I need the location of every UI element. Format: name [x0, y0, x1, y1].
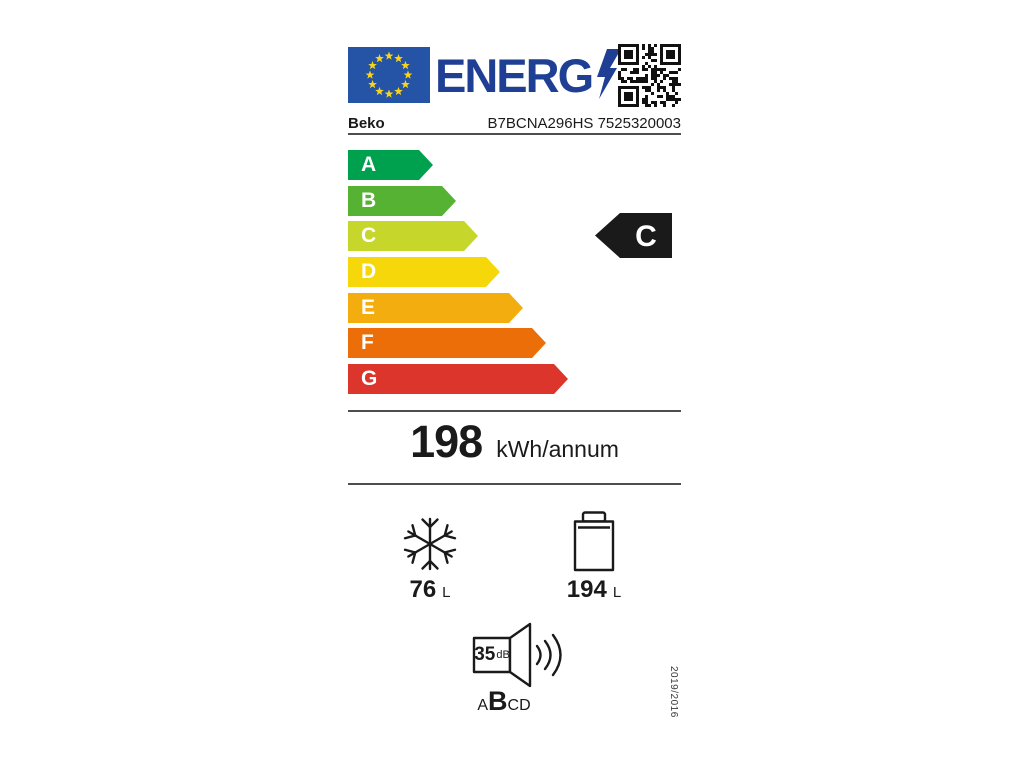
lightning-bolt-icon [597, 49, 622, 99]
energy-class-letter-E: E [361, 296, 376, 319]
freezer-volume: 76 L [409, 576, 450, 604]
eu-flag [348, 47, 430, 103]
energy-class-letter-G: G [361, 367, 378, 390]
fridge-volume-unit: L [612, 584, 622, 601]
annual-consumption: 198 kWh/annum [348, 416, 681, 474]
rating-arrow: C [595, 213, 672, 258]
energy-class-arrow-A: A [348, 150, 433, 180]
noise-class-letter-D: D [519, 697, 531, 714]
freezer-volume-value: 76 [409, 576, 437, 603]
noise-class-scale: ABCD [466, 686, 542, 717]
energ-logo-text: ENERG [435, 48, 594, 102]
fridge-icon [573, 511, 615, 572]
energy-class-arrow-E: E [348, 293, 523, 323]
freezer-volume-unit: L [442, 584, 451, 601]
energy-divider-top [348, 410, 681, 412]
noise-class-letter-B: B [488, 686, 508, 716]
speaker-icon [472, 622, 562, 688]
brand-name: Beko [348, 115, 385, 132]
energy-class-letter-B: B [361, 189, 377, 212]
fridge-volume: 194 L [567, 576, 621, 604]
energy-class-letter-A: A [361, 153, 377, 176]
energy-class-arrow-C: C [348, 221, 478, 251]
energy-class-letter-F: F [361, 331, 374, 354]
energy-class-letter-D: D [361, 260, 377, 283]
model-number: B7BCNA296HS 7525320003 [487, 115, 681, 132]
freezer-icon-slot [402, 510, 458, 572]
energy-class-arrow-G: G [348, 364, 568, 394]
freezer-compartment: 76 L [375, 510, 485, 604]
regulation-number: 2019/2016 [668, 666, 679, 718]
fridge-compartment: 194 L [539, 510, 649, 604]
energy-class-arrow-B: B [348, 186, 456, 216]
brand-row: Beko B7BCNA296HS 7525320003 [348, 112, 681, 132]
rating-arrow-shape [595, 213, 672, 258]
noise-value: 35 [474, 644, 496, 665]
energy-class-arrow-D: D [348, 257, 500, 287]
eu-flag-stars [365, 51, 413, 98]
energy-class-arrow-F: F [348, 328, 546, 358]
lightning-bolt-shape [597, 49, 622, 99]
energy-divider-bottom [348, 483, 681, 485]
fridge-volume-value: 194 [566, 576, 607, 603]
brand-divider-line [348, 133, 681, 135]
energy-class-letter-C: C [361, 224, 377, 247]
annual-consumption-unit: kWh/annum [496, 436, 619, 462]
noise-class-letter-A: A [477, 697, 489, 714]
noise-section: 35 dB ABCD [472, 622, 568, 716]
noise-unit: dB [496, 649, 510, 661]
fridge-icon-slot [572, 510, 616, 572]
energ-logo: ENERG [435, 44, 622, 106]
snowflake-icon [403, 517, 457, 571]
qr-code [618, 44, 681, 107]
noise-value-group: 35 dB [474, 639, 510, 671]
rating-letter: C [635, 220, 657, 253]
qr-code-graphic [618, 44, 681, 107]
annual-consumption-value: 198 [410, 416, 483, 467]
noise-class-letter-C: C [507, 697, 520, 714]
